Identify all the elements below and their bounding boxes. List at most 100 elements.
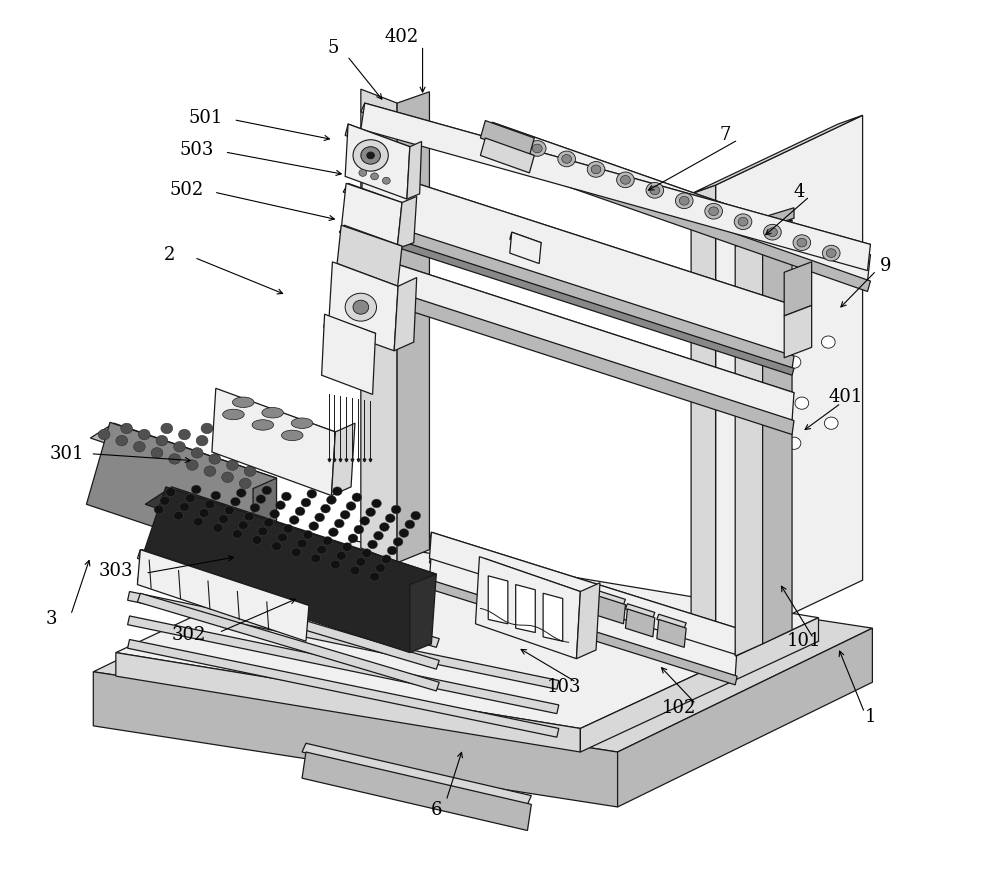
Circle shape	[562, 155, 572, 163]
Polygon shape	[137, 594, 439, 691]
Polygon shape	[480, 558, 580, 602]
Circle shape	[244, 512, 254, 521]
Circle shape	[227, 460, 238, 470]
Polygon shape	[361, 216, 794, 368]
Circle shape	[646, 182, 664, 198]
Polygon shape	[116, 541, 818, 728]
Polygon shape	[339, 225, 402, 253]
Circle shape	[204, 466, 216, 476]
Polygon shape	[93, 548, 872, 752]
Circle shape	[154, 506, 164, 514]
Polygon shape	[618, 628, 872, 807]
Polygon shape	[429, 532, 737, 654]
Polygon shape	[510, 232, 541, 263]
Circle shape	[795, 397, 809, 409]
Circle shape	[209, 454, 221, 465]
Circle shape	[797, 239, 807, 247]
Circle shape	[214, 441, 226, 452]
Circle shape	[307, 490, 317, 498]
Polygon shape	[735, 220, 792, 247]
Text: 3: 3	[45, 611, 57, 628]
Circle shape	[193, 517, 203, 526]
Circle shape	[346, 502, 356, 510]
Polygon shape	[128, 640, 559, 737]
Polygon shape	[137, 571, 439, 669]
Circle shape	[362, 549, 372, 557]
Circle shape	[236, 435, 248, 446]
Polygon shape	[625, 609, 655, 637]
Polygon shape	[361, 89, 397, 562]
Circle shape	[199, 509, 209, 517]
Circle shape	[354, 525, 364, 534]
Circle shape	[321, 505, 330, 513]
Circle shape	[359, 169, 367, 176]
Circle shape	[238, 521, 248, 530]
Circle shape	[368, 540, 378, 549]
Circle shape	[230, 498, 240, 506]
Polygon shape	[691, 116, 863, 194]
Circle shape	[385, 514, 395, 522]
Polygon shape	[361, 281, 794, 434]
Circle shape	[387, 546, 397, 554]
Circle shape	[768, 282, 781, 294]
Circle shape	[309, 522, 319, 530]
Circle shape	[249, 454, 261, 465]
Text: 6: 6	[431, 801, 442, 819]
Circle shape	[787, 356, 801, 368]
Circle shape	[350, 566, 360, 575]
Circle shape	[381, 554, 391, 563]
Polygon shape	[322, 314, 376, 394]
Polygon shape	[137, 550, 309, 641]
Circle shape	[366, 508, 376, 516]
Polygon shape	[476, 556, 580, 659]
Text: 7: 7	[720, 126, 731, 144]
Circle shape	[824, 417, 838, 429]
Circle shape	[185, 494, 195, 503]
Circle shape	[262, 486, 272, 495]
Polygon shape	[488, 122, 870, 281]
Text: 302: 302	[171, 627, 206, 644]
Text: 103: 103	[546, 678, 581, 697]
Circle shape	[340, 510, 350, 519]
Circle shape	[231, 448, 243, 458]
Circle shape	[291, 548, 301, 556]
Polygon shape	[324, 316, 376, 344]
Text: 301: 301	[50, 445, 84, 463]
Circle shape	[352, 493, 362, 502]
Circle shape	[272, 542, 281, 551]
Circle shape	[558, 151, 575, 166]
Circle shape	[376, 563, 385, 572]
Circle shape	[738, 217, 748, 226]
Polygon shape	[429, 532, 737, 639]
Circle shape	[236, 489, 246, 498]
Circle shape	[379, 522, 389, 531]
Circle shape	[709, 206, 719, 215]
Polygon shape	[657, 614, 686, 628]
Polygon shape	[397, 92, 429, 562]
Circle shape	[411, 511, 421, 520]
Polygon shape	[407, 142, 422, 199]
Circle shape	[256, 495, 266, 504]
Circle shape	[289, 515, 299, 524]
Polygon shape	[576, 583, 600, 659]
Text: 1: 1	[865, 708, 876, 726]
Circle shape	[327, 496, 336, 505]
Circle shape	[161, 423, 173, 433]
Polygon shape	[86, 423, 277, 560]
Circle shape	[734, 214, 752, 230]
Circle shape	[705, 204, 722, 219]
Polygon shape	[596, 591, 625, 604]
Circle shape	[301, 498, 311, 507]
Circle shape	[180, 503, 189, 511]
Circle shape	[528, 141, 546, 157]
Polygon shape	[341, 183, 402, 248]
Polygon shape	[361, 103, 870, 271]
Circle shape	[617, 172, 634, 188]
Polygon shape	[216, 391, 335, 445]
Circle shape	[250, 504, 260, 512]
Polygon shape	[336, 225, 402, 292]
Circle shape	[283, 524, 293, 533]
Polygon shape	[429, 580, 737, 685]
Text: 9: 9	[879, 257, 891, 275]
Polygon shape	[763, 220, 792, 643]
